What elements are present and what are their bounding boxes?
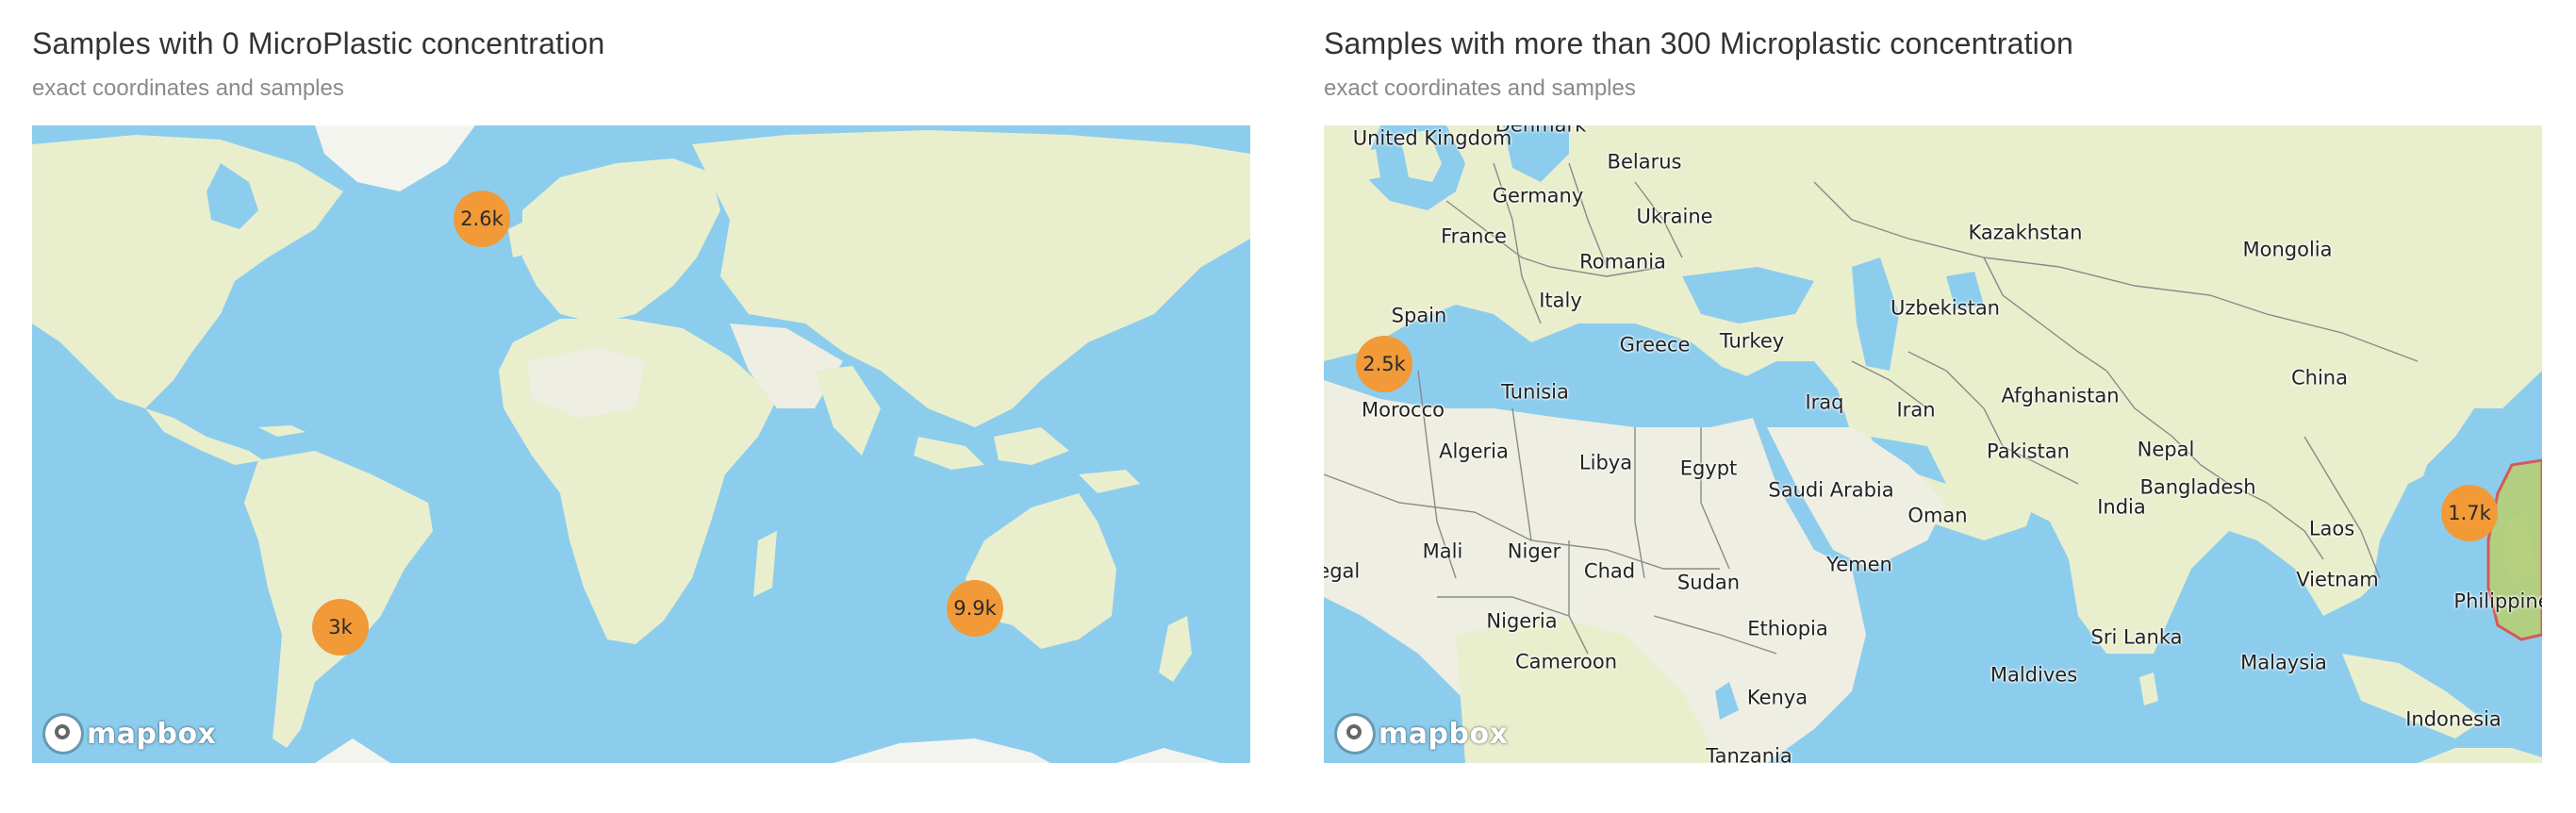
country-label: Chad bbox=[1583, 559, 1636, 583]
country-label: Germany bbox=[1492, 184, 1584, 207]
country-label: United Kingdom bbox=[1352, 126, 1512, 150]
panel-title: Samples with more than 300 Microplastic … bbox=[1324, 26, 2073, 60]
country-label: Italy bbox=[1539, 289, 1582, 312]
world-map[interactable]: 2.6k 3k 9.9k mapbox bbox=[32, 125, 1250, 763]
country-label: Ethiopia bbox=[1747, 617, 1828, 640]
panel-title: Samples with 0 MicroPlastic concentratio… bbox=[32, 26, 605, 60]
country-label: Maldives bbox=[1990, 663, 2078, 687]
country-label: Oman bbox=[1907, 504, 1968, 527]
country-label: Philippines bbox=[2453, 589, 2542, 613]
country-label: Belarus bbox=[1607, 150, 1682, 174]
country-label: Afghanistan bbox=[2001, 384, 2120, 407]
country-label: Saudi Arabia bbox=[1768, 478, 1894, 502]
country-label: China bbox=[2291, 366, 2348, 390]
panel-subtitle: exact coordinates and samples bbox=[1324, 75, 1636, 101]
mapbox-logo-text: mapbox bbox=[87, 717, 217, 751]
country-label: Nigeria bbox=[1486, 609, 1558, 633]
country-label: Kazakhstan bbox=[1968, 221, 2083, 244]
country-label: Tunisia bbox=[1501, 380, 1569, 404]
country-label: Kenya bbox=[1746, 686, 1808, 709]
country-label: Uzbekistan bbox=[1891, 296, 2000, 320]
country-label: Nepal bbox=[2137, 438, 2195, 461]
country-label: Malaysia bbox=[2240, 651, 2327, 674]
country-label: Cameroon bbox=[1514, 650, 1618, 673]
cluster-marker[interactable]: 9.9k bbox=[947, 580, 1003, 637]
country-label: Pakistan bbox=[1987, 440, 2070, 463]
mapbox-logo-icon bbox=[1337, 716, 1373, 752]
mapbox-logo[interactable]: mapbox bbox=[1337, 716, 1508, 752]
country-label: Greece bbox=[1619, 333, 1691, 357]
country-label: Sri Lanka bbox=[2090, 625, 2183, 649]
country-label: France bbox=[1441, 224, 1507, 248]
country-label: Indonesia bbox=[2405, 707, 2502, 731]
country-label: Turkey bbox=[1719, 329, 1785, 353]
country-label: Niger bbox=[1507, 539, 1561, 563]
country-label: Mali bbox=[1422, 539, 1463, 563]
panel-high-concentration: Samples with more than 300 Microplastic … bbox=[1324, 0, 2542, 813]
country-label: Romania bbox=[1579, 250, 1666, 274]
country-label: Senegal bbox=[1324, 559, 1361, 583]
country-label: Iran bbox=[1896, 398, 1936, 422]
country-label: Algeria bbox=[1439, 440, 1509, 463]
country-label: Denmark bbox=[1495, 125, 1587, 138]
cluster-marker[interactable]: 2.6k bbox=[454, 191, 510, 247]
cluster-marker[interactable]: 2.5k bbox=[1356, 336, 1412, 392]
regional-map[interactable]: United Kingdom Denmark Belarus Germany U… bbox=[1324, 125, 2542, 763]
country-label: Bangladesh bbox=[2139, 475, 2256, 499]
mapbox-logo-icon bbox=[45, 716, 81, 752]
country-label: Laos bbox=[2308, 517, 2355, 540]
country-label: Yemen bbox=[1826, 553, 1892, 576]
panel-subtitle: exact coordinates and samples bbox=[32, 75, 344, 101]
country-label: Sudan bbox=[1676, 571, 1741, 594]
country-label: India bbox=[2097, 495, 2146, 519]
mapbox-logo-text: mapbox bbox=[1379, 717, 1509, 751]
cluster-marker[interactable]: 3k bbox=[312, 599, 369, 655]
country-label: Morocco bbox=[1362, 398, 1445, 422]
country-label: Vietnam bbox=[2296, 568, 2379, 591]
country-label: Mongolia bbox=[2242, 238, 2333, 261]
country-label: Ukraine bbox=[1636, 205, 1713, 228]
mapbox-logo[interactable]: mapbox bbox=[45, 716, 216, 752]
cluster-marker[interactable]: 1.7k bbox=[2441, 485, 2498, 541]
country-label: Egypt bbox=[1679, 456, 1738, 480]
map-basemap bbox=[1324, 125, 2542, 763]
country-label: Iraq bbox=[1805, 390, 1844, 414]
panel-zero-concentration: Samples with 0 MicroPlastic concentratio… bbox=[32, 0, 1250, 813]
country-label: Spain bbox=[1391, 304, 1447, 327]
map-basemap bbox=[32, 125, 1250, 763]
country-label: Libya bbox=[1578, 451, 1633, 474]
country-label: Tanzania bbox=[1706, 744, 1792, 764]
